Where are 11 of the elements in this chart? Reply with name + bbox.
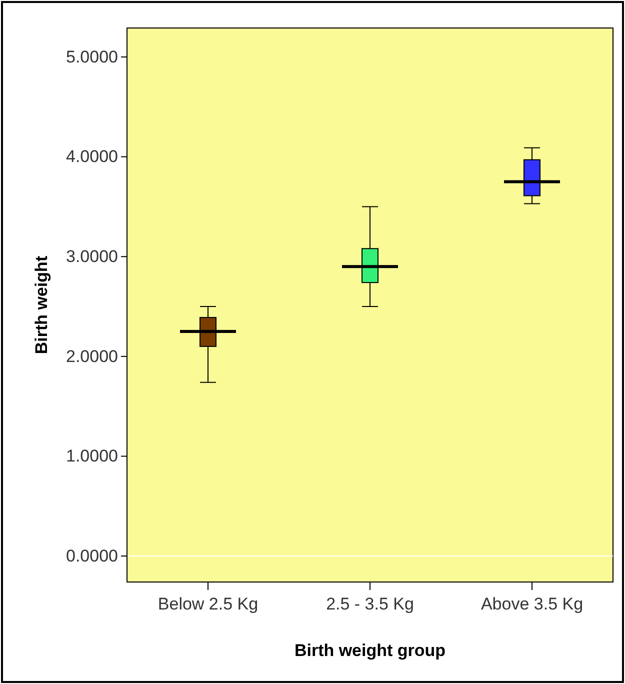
y-tick-label: 1.0000 xyxy=(66,446,118,466)
x-tick-label: 2.5 - 3.5 Kg xyxy=(326,594,414,614)
x-axis-title: Birth weight group xyxy=(294,641,446,660)
y-tick-label: 0.0000 xyxy=(66,546,118,566)
y-tick-label: 5.0000 xyxy=(66,47,118,66)
y-tick-label: 3.0000 xyxy=(66,247,118,266)
y-tick-label: 4.0000 xyxy=(66,147,118,166)
x-tick-label: Below 2.5 Kg xyxy=(158,594,258,614)
y-tick-label: 2.0000 xyxy=(66,346,118,366)
x-tick-label: Above 3.5 Kg xyxy=(480,594,584,614)
y-axis-title: Birth weight xyxy=(32,256,51,354)
